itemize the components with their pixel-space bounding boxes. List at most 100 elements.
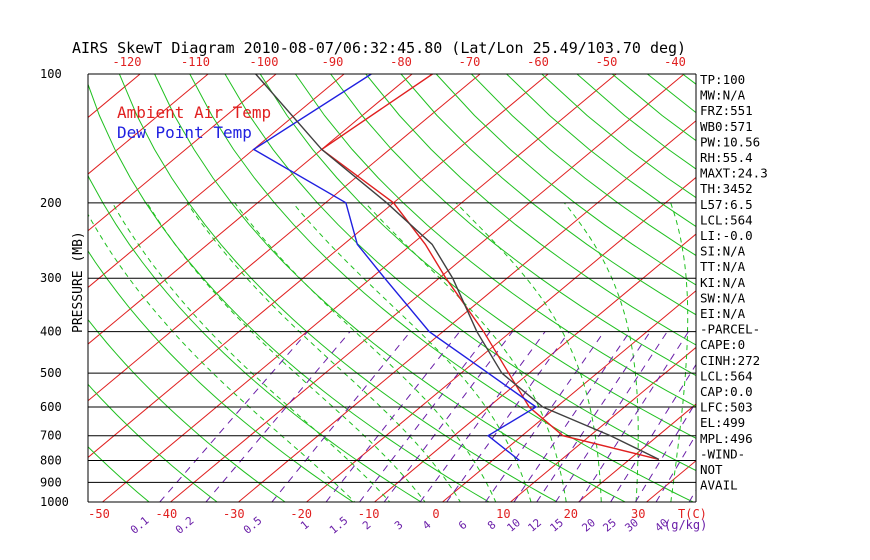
mixing-ratio-line [271, 331, 411, 502]
stability-index-item: AVAIL [700, 478, 738, 493]
mixing-ratio-line [159, 331, 308, 502]
bottom-temperature-tick-label: -30 [223, 507, 245, 521]
stability-index-item: SW:N/A [700, 290, 746, 305]
pressure-tick-label: 200 [40, 196, 62, 210]
isotherm-line [306, 176, 696, 502]
pressure-tick-label: 100 [40, 67, 62, 81]
pressure-tick-label: 900 [40, 475, 62, 489]
top-temperature-tick-label: -90 [322, 55, 344, 69]
top-temperature-tick-label: -40 [664, 55, 686, 69]
top-temperature-tick-label: -120 [113, 55, 142, 69]
mixing-ratio-line [359, 331, 491, 502]
background-lines [88, 74, 870, 511]
dry-adiabat-line [435, 74, 696, 286]
legend-ambient-air-temp: Ambient Air Temp [117, 103, 271, 122]
isotherm-line [238, 120, 696, 502]
mixing-ratio-labels: 0.1 0.2 0.5 1 1.5 2 3 4 6 8 10 12 15 20 25 30 40 [128, 514, 671, 537]
dry-adiabat-line [788, 74, 870, 511]
bottom-temperature-tick-labels: -50 -40 -30 -20 -10 0 10 20 30 [88, 507, 645, 521]
legend-dew-point-temp: Dew Point Temp [117, 123, 252, 142]
stability-index-item: SI:N/A [700, 244, 746, 259]
stability-index-item: EI:N/A [700, 306, 746, 321]
isotherm-line [88, 74, 549, 459]
bottom-temperature-tick-label: -50 [88, 507, 110, 521]
mixing-ratio-line [555, 331, 668, 502]
isotherm-line [510, 346, 696, 502]
dry-adiabat-line [88, 250, 355, 502]
isotherm-line [851, 74, 870, 502]
dry-adiabat-line [400, 74, 696, 316]
pressure-tick-label: 500 [40, 366, 62, 380]
pressure-tick-label: 700 [40, 429, 62, 443]
pressure-tick-label: 800 [40, 454, 62, 468]
stability-index-item: KI:N/A [700, 275, 746, 290]
moist-adiabat-line [292, 202, 532, 502]
top-temperature-tick-label: -60 [527, 55, 549, 69]
mixing-ratio-line [513, 331, 631, 502]
ambient-air-temp-series-line [320, 74, 660, 461]
mixing-ratio-unit-label: (g/kg) [664, 518, 707, 532]
mixing-ratio-label: 25 [600, 516, 619, 534]
mixing-ratio-label: 20 [579, 516, 598, 534]
dry-adiabat-line [88, 446, 150, 502]
stability-index-item: CINH:272 [700, 353, 760, 368]
stability-index-item: MAXT:24.3 [700, 166, 768, 181]
bottom-temperature-tick-label: -20 [290, 507, 312, 521]
dry-adiabat-line [294, 74, 696, 408]
dry-adiabat-line [88, 318, 286, 502]
mixing-ratio-line [485, 331, 605, 502]
chart-title: AIRS SkewT Diagram 2010-08-07/06:32:45.8… [72, 39, 686, 57]
stability-index-item: RH:55.4 [700, 150, 753, 165]
isotherm-line [578, 403, 696, 502]
dry-adiabat-line [118, 74, 559, 502]
mixing-ratio-line [419, 331, 546, 502]
dry-adiabat-line [753, 74, 870, 511]
bottom-temperature-tick-label: -40 [156, 507, 178, 521]
stability-indices-panel: TP:100MW:N/AFRZ:551WB0:571PW:10.56RH:55.… [700, 72, 768, 493]
isotherm-line [783, 74, 870, 502]
stability-index-item: LCL:564 [700, 212, 753, 227]
dry-adiabat-line [330, 74, 696, 377]
moist-adiabat-line [670, 202, 689, 502]
parcel-series-line [255, 74, 660, 461]
stability-index-item: TH:3452 [700, 181, 753, 196]
profile-lines [252, 74, 660, 462]
stability-index-item: L57:6.5 [700, 197, 753, 212]
bottom-temperature-tick-label: 10 [496, 507, 510, 521]
mixing-ratio-line [383, 331, 513, 502]
isotherm-line [88, 74, 481, 402]
dry-adiabat-line [88, 174, 423, 502]
mixing-ratio-label: 6 [456, 518, 469, 532]
stability-index-item: LCL:564 [700, 368, 753, 383]
stability-index-item: LI:-0.0 [700, 228, 753, 243]
stability-index-item: TT:N/A [700, 259, 746, 274]
top-temperature-tick-label: -80 [390, 55, 412, 69]
isotherm-line [88, 74, 277, 232]
stability-index-item: EL:499 [700, 415, 745, 430]
dry-adiabat-line [365, 74, 696, 346]
isotherm-line [170, 74, 685, 502]
stability-index-item: -WIND- [700, 446, 745, 461]
stability-index-item: MPL:496 [700, 431, 753, 446]
pressure-tick-label: 400 [40, 325, 62, 339]
stability-index-item: CAP:0.0 [700, 384, 753, 399]
dry-adiabat-line [224, 74, 696, 472]
isotherm-line [88, 74, 209, 175]
mixing-ratio-label: 0.1 [128, 514, 152, 537]
dry-adiabat-line [471, 74, 696, 257]
stability-index-item: FRZ:551 [700, 103, 753, 118]
bottom-temperature-tick-label: 30 [631, 507, 645, 521]
stability-index-item: TP:100 [700, 72, 745, 87]
dew-point-temp-series-line [252, 74, 538, 462]
pressure-tick-label: 600 [40, 400, 62, 414]
top-temperature-tick-label: -70 [459, 55, 481, 69]
stability-index-item: PW:10.56 [700, 134, 760, 149]
top-temperature-tick-label: -50 [596, 55, 618, 69]
moist-adiabat-line [146, 202, 426, 502]
stability-index-item: WB0:571 [700, 119, 753, 134]
isotherm-line [88, 74, 345, 289]
dry-adiabat-line [189, 74, 695, 502]
stability-index-item: MW:N/A [700, 88, 746, 103]
top-temperature-tick-label: -100 [250, 55, 279, 69]
